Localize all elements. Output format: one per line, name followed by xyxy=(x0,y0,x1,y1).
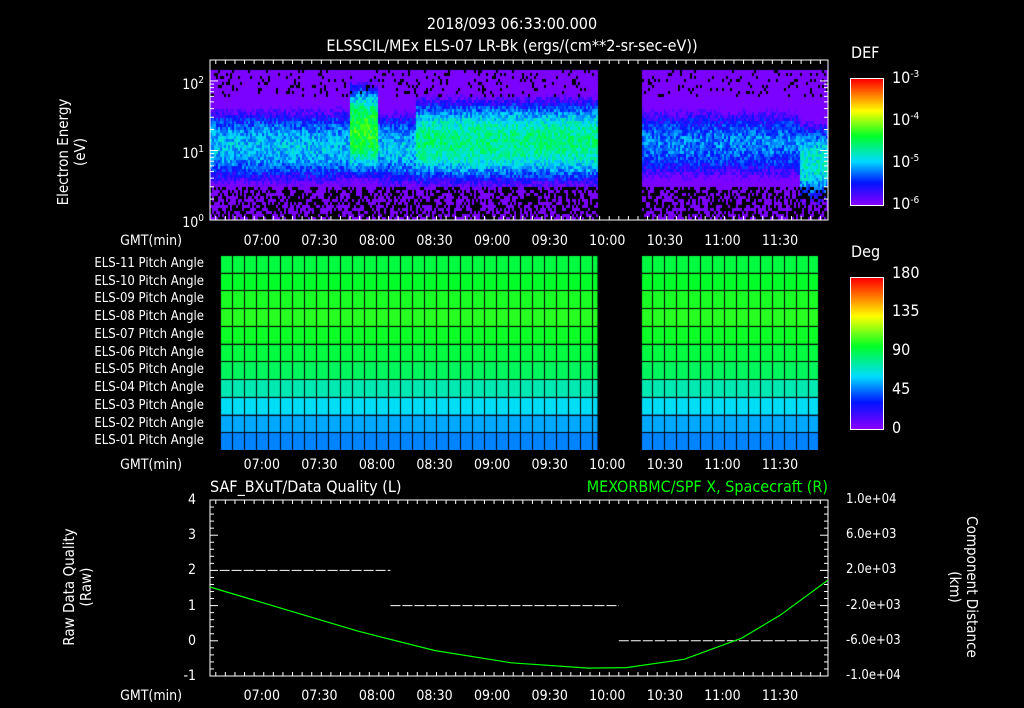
def-colorbar-title: DEF xyxy=(851,43,880,62)
deg-colorbar-tick: 135 xyxy=(892,301,920,320)
time-tick-label: 07:00 xyxy=(243,457,280,473)
plot-timestamp: 2018/093 06:33:00.000 xyxy=(426,14,598,33)
pitch-angle-row-label: ELS-01 Pitch Angle xyxy=(94,433,204,449)
def-colorbar-tick: 10-3 xyxy=(892,68,920,87)
def-colorbar-tick: 10-4 xyxy=(892,110,920,129)
spacecraft-x-line xyxy=(209,579,829,669)
quality-left-ytick: 1 xyxy=(187,597,196,614)
quality-right-ytick: 6.0e+03 xyxy=(846,527,897,543)
time-tick-label: 10:00 xyxy=(589,688,626,704)
plot-title: ELSSCIL/MEx ELS-07 LR-Bk (ergs/(cm**2-sr… xyxy=(326,36,698,55)
time-tick-label: 08:00 xyxy=(358,457,396,473)
spectrogram-axes xyxy=(209,59,829,221)
deg-colorbar-tick: 90 xyxy=(892,340,911,359)
def-colorbar-tick: 10-6 xyxy=(892,194,920,213)
time-tick-label: 11:30 xyxy=(761,688,799,704)
time-tick-label: 08:00 xyxy=(358,233,396,249)
time-tick-label: 08:30 xyxy=(416,457,453,473)
quality-right-ytick: -1.0e+04 xyxy=(846,668,901,683)
pitch-angle-row-label: ELS-03 Pitch Angle xyxy=(94,397,204,413)
time-tick-label: 09:00 xyxy=(473,688,511,704)
quality-right-ytick: 2.0e+03 xyxy=(846,562,897,578)
deg-colorbar xyxy=(850,277,884,430)
time-axis-label: GMT(min) xyxy=(120,688,182,704)
time-tick-label: 11:00 xyxy=(704,233,741,249)
time-tick-label: 08:30 xyxy=(416,233,453,249)
spectrogram-ytick-10: 101 xyxy=(182,144,204,162)
def-colorbar xyxy=(850,78,884,206)
time-tick-label: 11:00 xyxy=(704,457,741,473)
time-axis-label: GMT(min) xyxy=(120,233,182,249)
time-tick-label: 11:00 xyxy=(704,688,741,704)
spectrogram-image xyxy=(210,60,828,220)
time-tick-label: 09:30 xyxy=(531,457,568,473)
time-tick-label: 10:30 xyxy=(646,457,684,473)
time-tick-label: 10:00 xyxy=(589,457,626,473)
time-tick-label: 09:00 xyxy=(473,233,511,249)
time-tick-label: 09:30 xyxy=(531,233,568,249)
time-tick-label: 07:00 xyxy=(243,688,280,704)
deg-colorbar-tick: 0 xyxy=(892,418,902,437)
pitch-angle-row-label: ELS-02 Pitch Angle xyxy=(94,415,204,431)
time-tick-label: 10:00 xyxy=(589,233,626,249)
time-tick-label: 08:30 xyxy=(416,688,453,704)
deg-colorbar-tick: 180 xyxy=(892,263,920,282)
spectrogram-frame xyxy=(209,59,829,221)
quality-left-ytick: 3 xyxy=(187,527,196,544)
quality-left-ytick: 4 xyxy=(187,492,196,508)
spectrogram-ytick-100: 102 xyxy=(182,75,204,93)
deg-colorbar-tick: 45 xyxy=(892,379,911,398)
pitch-angle-row-label: ELS-07 Pitch Angle xyxy=(94,326,204,342)
spectrogram-ytick-1: 100 xyxy=(182,213,204,231)
pitch-angle-row-label: ELS-08 Pitch Angle xyxy=(94,309,204,325)
quality-right-title: MEXORBMC/SPF X, Spacecraft (R) xyxy=(586,477,828,496)
time-tick-label: 07:30 xyxy=(301,688,338,704)
time-tick-label: 10:30 xyxy=(646,688,684,704)
quality-right-ytick: -6.0e+03 xyxy=(846,632,901,648)
quality-right-ytick: -2.0e+03 xyxy=(846,597,901,613)
quality-right-ytick: 1.0e+04 xyxy=(846,492,897,507)
pitch-angle-row-label: ELS-10 Pitch Angle xyxy=(94,273,204,289)
time-tick-label: 08:00 xyxy=(358,688,396,704)
quality-left-ytick: 2 xyxy=(187,562,196,579)
pitch-angle-row-label: ELS-04 Pitch Angle xyxy=(94,380,204,396)
deg-colorbar-title: Deg xyxy=(851,242,881,261)
time-tick-label: 07:00 xyxy=(243,233,280,249)
quality-frame xyxy=(209,499,829,677)
time-tick-label: 07:30 xyxy=(301,233,338,249)
pitch-angle-row-label: ELS-06 Pitch Angle xyxy=(94,344,204,360)
time-tick-label: 11:30 xyxy=(761,233,799,249)
quality-left-ytick: 0 xyxy=(187,632,196,649)
quality-left-ytick: -1 xyxy=(183,668,196,684)
time-axis-label: GMT(min) xyxy=(120,457,182,473)
def-colorbar-tick: 10-5 xyxy=(892,152,920,171)
pitch-angle-row-label: ELS-11 Pitch Angle xyxy=(94,256,204,271)
pitch-angle-image xyxy=(210,255,828,450)
time-tick-label: 07:30 xyxy=(301,457,338,473)
quality-left-title: SAF_BXuT/Data Quality (L) xyxy=(210,477,402,496)
pitch-angle-row-label: ELS-09 Pitch Angle xyxy=(94,291,204,307)
time-tick-label: 09:30 xyxy=(531,688,568,704)
time-tick-label: 11:30 xyxy=(761,457,799,473)
time-tick-label: 09:00 xyxy=(473,457,511,473)
time-tick-label: 10:30 xyxy=(646,233,684,249)
pitch-angle-row-label: ELS-05 Pitch Angle xyxy=(94,362,204,378)
